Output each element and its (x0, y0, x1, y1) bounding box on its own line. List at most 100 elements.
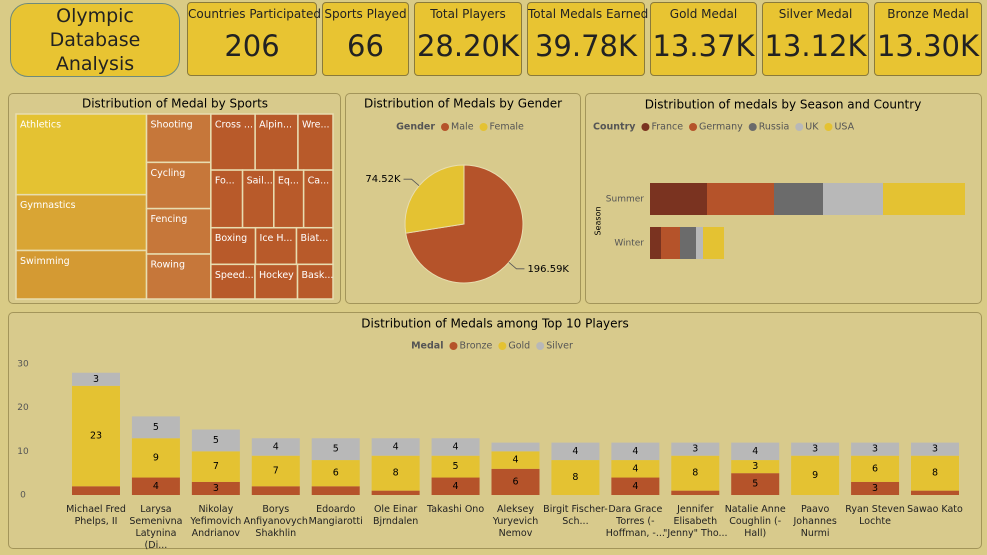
treemap-label: Sail... (247, 176, 273, 187)
treemap-cell (15, 113, 148, 196)
y-tick-label: 20 (17, 403, 29, 413)
treemap-label: Eq... (278, 176, 299, 187)
treemap-label: Rowing (151, 260, 185, 271)
bar-segment (191, 451, 240, 482)
data-label: 6 (872, 463, 878, 474)
data-label: 3 (213, 483, 219, 494)
data-label: 8 (932, 468, 938, 479)
bar-segment (696, 227, 703, 259)
x-tick-label: Natalie Anne Coughlin (-Hall) (724, 504, 786, 539)
data-label: 7 (213, 461, 219, 472)
data-label: 196.59K (527, 264, 569, 275)
y-tick-label: 30 (17, 360, 29, 370)
data-label: 5 (453, 461, 459, 472)
bar-segment (883, 183, 965, 215)
treemap-label: Swimming (20, 256, 70, 267)
bar-segment (650, 183, 707, 215)
bar-segment (791, 442, 840, 456)
kpi-value: 13.30K (876, 29, 980, 63)
bar-segment (72, 372, 120, 386)
bar-segment (650, 227, 661, 259)
legend: Country France Germany Russia UK USA (593, 122, 855, 133)
bar-segment (371, 438, 420, 456)
bar-segment (191, 429, 240, 452)
bar-segment (680, 227, 696, 259)
treemap-label: Fo... (215, 176, 235, 187)
treemap-cell (210, 263, 256, 300)
treemap-label: Hockey (259, 270, 294, 281)
treemap-label: Cycling (151, 168, 186, 179)
x-tick-label: Michael Fred Phelps, II (66, 504, 126, 527)
kpi-label: Sports Played (324, 7, 407, 21)
data-label: 3 (932, 444, 938, 455)
treemap-cell (15, 193, 148, 252)
data-label: 3 (872, 483, 878, 494)
bar-segment (851, 481, 900, 495)
data-label: 3 (872, 444, 878, 455)
x-tick-label: Aleksey Yuryevich Nemov (492, 504, 539, 539)
season-chart: Distribution of medals by Season and Cou… (593, 98, 965, 259)
x-tick-label: Borys Anfiyanovych Shakhlin (243, 504, 308, 539)
bar-segment (491, 442, 540, 452)
treemap-cell (295, 226, 334, 266)
bar-segment (72, 385, 120, 487)
kpi-card: Countries Participated 206 (187, 2, 321, 76)
data-label: 3 (752, 461, 758, 472)
data-label: 4 (752, 446, 758, 457)
x-tick-label: Ryan Steven Lochte (845, 504, 905, 527)
bar-segment (371, 490, 420, 495)
data-label: 74.52K (365, 174, 401, 185)
data-label: 23 (90, 431, 102, 442)
bar-segment (823, 183, 883, 215)
data-label: 4 (572, 446, 578, 457)
bar-segment (911, 455, 959, 491)
kpi-label: Total Players (430, 7, 506, 21)
treemap-cell (210, 226, 257, 266)
bar-segment (774, 183, 823, 215)
treemap-cell (210, 113, 256, 171)
bar-segment (131, 438, 180, 478)
legend-label: France (651, 122, 683, 133)
bar-segment (611, 442, 660, 461)
treemap-label: Biat... (301, 233, 329, 244)
treemap-label: Alpin... (259, 120, 292, 131)
treemap-label: Wre... (302, 120, 330, 131)
treemap-chart: Distribution of Medal by Sports Athletics… (15, 97, 334, 300)
legend-marker (441, 123, 450, 131)
legend-marker (479, 123, 488, 131)
kpi-value: 13.37K (652, 29, 755, 63)
chart-title: Distribution of medals by Season and Cou… (645, 98, 922, 112)
treemap-label: Cross ... (215, 120, 253, 131)
bar-segment (311, 460, 360, 487)
pie-panel: Distribution of Medals by Gender Gender Ma… (345, 93, 581, 304)
bar-segment (731, 442, 780, 461)
x-tick-label: Paavo Johannes Nurmi (793, 504, 837, 539)
title-card: Olympic Database Analysis (10, 3, 180, 77)
data-label: 6 (333, 468, 339, 479)
legend-marker (641, 123, 650, 131)
bar-segment (371, 455, 420, 491)
treemap-cell (145, 161, 212, 210)
bar-segment (491, 468, 540, 495)
bar-segment (703, 227, 724, 259)
data-label: 8 (692, 468, 698, 479)
bar-segment (551, 460, 600, 495)
bar-segment (851, 455, 900, 482)
kpi-card: Silver Medal 13.12K (762, 2, 869, 76)
data-label: 9 (153, 452, 159, 463)
x-tick-label: Larysa Semenivna Latynina (Di... (129, 504, 183, 551)
treemap-label: Athletics (20, 120, 61, 131)
kpi-card: Sports Played 66 (322, 2, 409, 76)
kpi-label: Total Medals Earned (528, 7, 649, 21)
bar-segment (251, 486, 300, 495)
legend-marker (536, 342, 545, 350)
leader-line (403, 178, 420, 186)
players-chart: Distribution of Medals among Top 10 Play… (17, 317, 959, 501)
chart-title: Distribution of Medals by Gender (364, 97, 562, 111)
bar-segment (671, 490, 720, 495)
bar-segment (731, 460, 780, 474)
bar-segment (911, 442, 959, 456)
data-label: 4 (273, 441, 279, 452)
x-tick-label: Dara Grace Torres (-Hoffman, -... (605, 504, 665, 539)
bar-segment (131, 477, 180, 495)
